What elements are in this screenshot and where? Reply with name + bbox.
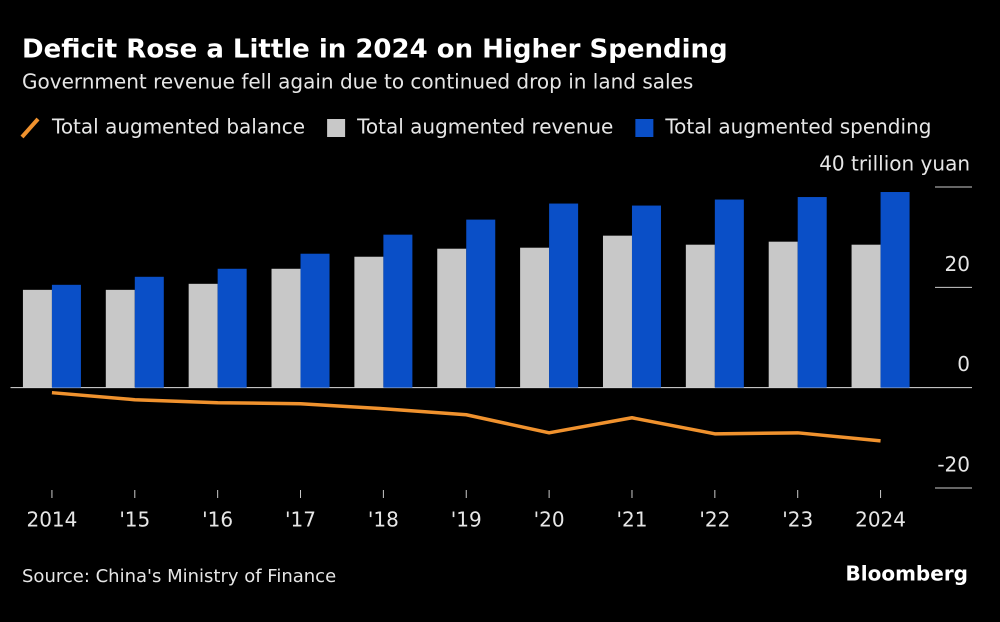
bar	[188, 283, 218, 388]
line	[51, 390, 881, 443]
bar	[271, 268, 301, 388]
bar	[354, 256, 384, 388]
bar	[105, 289, 135, 388]
bar	[466, 219, 496, 388]
legend-label: Total augmented revenue	[356, 115, 613, 139]
legend-label: Total augmented balance	[51, 115, 305, 139]
y-tick-label: 20	[945, 252, 970, 276]
bar	[300, 253, 330, 388]
legend-swatch	[20, 117, 40, 139]
brand: Bloomberg	[846, 562, 968, 586]
x-tick-label: 2014	[26, 508, 77, 532]
x-tick-label: '16	[202, 508, 233, 532]
bar	[602, 235, 632, 388]
bar	[631, 205, 661, 388]
source: Source: China's Ministry of Finance	[22, 566, 336, 587]
bar	[685, 244, 715, 388]
y-tick-label: 40 trillion yuan	[819, 152, 970, 176]
x-tick-label: '23	[782, 508, 813, 532]
bar	[51, 284, 81, 388]
x-tick-label: '18	[368, 508, 399, 532]
bar	[549, 203, 579, 388]
legend-swatch	[635, 119, 654, 137]
bar	[134, 276, 164, 388]
y-tick-label: -20	[937, 453, 970, 477]
bar	[520, 247, 550, 388]
x-tick-label: 2024	[855, 508, 906, 532]
bar	[217, 268, 247, 388]
y-tick-label: 0	[957, 352, 970, 376]
bar	[437, 248, 467, 388]
bar	[383, 234, 413, 388]
chart-subtitle: Government revenue fell again due to con…	[22, 70, 693, 94]
chart-title: Deficit Rose a Little in 2024 on Higher …	[22, 35, 728, 65]
x-tick-label: '15	[119, 508, 150, 532]
x-tick-label: '22	[699, 508, 730, 532]
x-tick-label: '19	[451, 508, 482, 532]
bar	[851, 244, 881, 388]
legend-label: Total augmented spending	[664, 115, 931, 139]
x-tick-label: '20	[534, 508, 565, 532]
x-tick-label: '21	[617, 508, 648, 532]
bar	[880, 192, 910, 388]
bar	[22, 289, 52, 388]
legend-swatch	[327, 119, 346, 137]
x-tick-label: '17	[285, 508, 316, 532]
bar	[797, 197, 827, 388]
bar	[714, 199, 744, 388]
bar	[768, 241, 798, 388]
